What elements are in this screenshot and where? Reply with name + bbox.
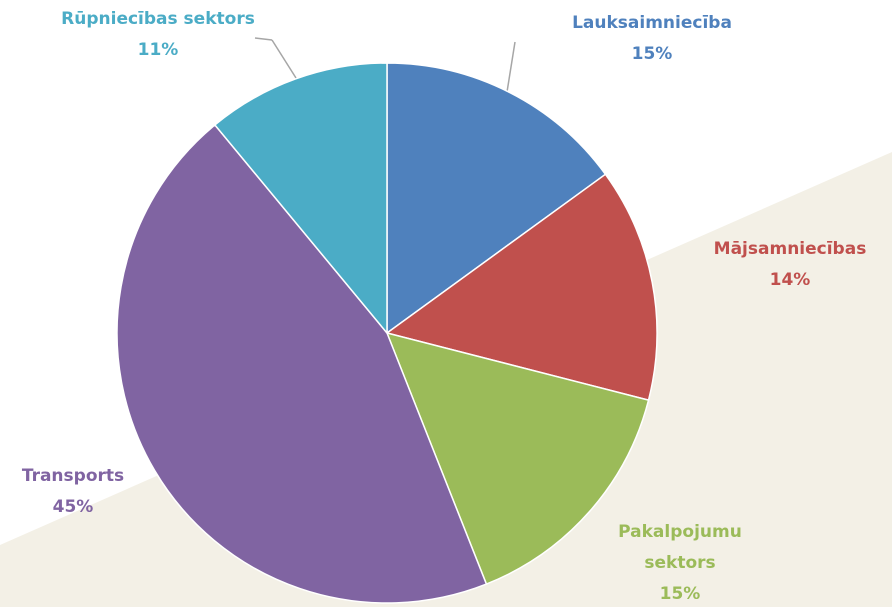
pie-slice [385,331,650,586]
category-label: Rūpniecības sektors [61,9,255,29]
pie-slice [385,173,658,402]
pie-slice [116,123,488,604]
category-label: Transports [21,466,125,486]
category-label: Mājsamniecības [713,239,867,259]
pie-slice [213,62,388,336]
category-label: Lauksaimniecība [572,13,732,33]
value-label: 15% [631,44,673,64]
value-label: 11% [137,40,179,60]
slice-label: Pakalpojumu sektors 15% [610,517,750,610]
leader-line [254,37,273,41]
leader-line [271,39,297,79]
value-label: 15% [659,584,701,604]
slice-label: Mājsamniecības 14% [700,234,880,296]
category-label: Pakalpojumu sektors [618,522,742,573]
value-label: 14% [769,270,811,290]
leader-line [506,41,516,93]
pie-slice [386,62,607,335]
slice-label: Lauksaimniecība 15% [562,8,742,70]
slice-label: Transports 45% [3,461,143,523]
slice-label: Rūpniecības sektors 11% [38,4,278,66]
value-label: 45% [52,497,94,517]
